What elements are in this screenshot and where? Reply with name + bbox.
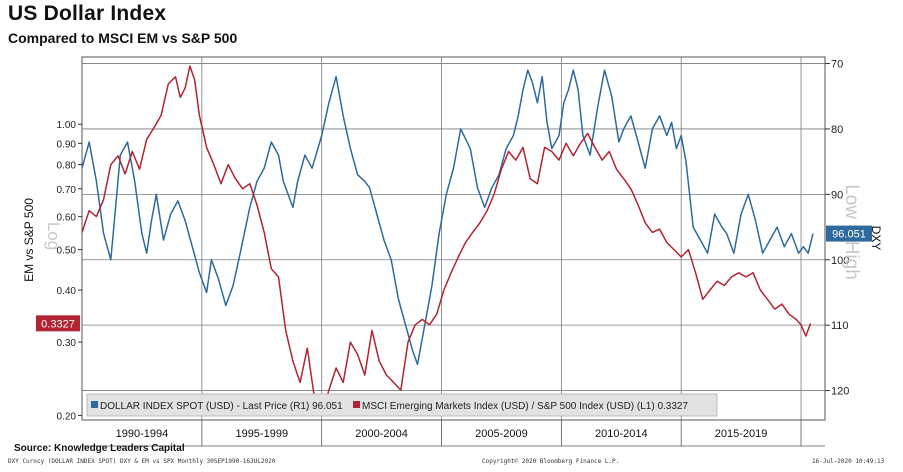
left-axis-label: EM vs S&P 500 [22,198,36,282]
legend-swatch-dxy [91,401,98,408]
right-axis-label: DXY [869,226,883,251]
x-tick-label: 2015-2019 [715,428,768,440]
right-tick-label: 120 [831,386,849,398]
legend-label-dxy: DOLLAR INDEX SPOT (USD) - Last Price (R1… [100,401,343,412]
right-tick-label: 70 [831,59,843,71]
x-tick-label: 1990-1994 [116,428,169,440]
chart-subtitle: Compared to MSCI EM vs S&P 500 [8,30,238,46]
left-tick-label: 0.80 [57,161,77,172]
x-tick-label: 2000-2004 [355,428,408,440]
left-tick-label: 0.60 [57,213,77,224]
legend: DOLLAR INDEX SPOT (USD) - Last Price (R1… [86,393,718,417]
left-tick-label: 0.90 [57,139,77,150]
x-tick-label: 1995-1999 [235,428,288,440]
left-tick-label: 0.40 [57,286,77,297]
left-tick-label: 1.00 [57,120,77,131]
left-axis-annotation: Log [44,222,63,250]
legend-label-em: MSCI Emerging Markets Index (USD) / S&P … [362,401,688,412]
footer-right: 16-Jul-2020 10:49:13 [812,458,885,465]
chart-title: US Dollar Index [8,2,167,25]
legend-swatch-em [353,401,360,408]
left-tick-label: 0.20 [57,411,77,422]
right-tick-label: 110 [831,320,849,332]
right-tick-label: 100 [831,255,849,267]
grid [81,56,826,421]
dxy-last-value-label: 96.051 [832,229,866,241]
left-tick-label: 0.30 [57,338,77,349]
x-tick-label: 2010-2014 [595,428,648,440]
axes: 70 80 90 100 110 120 1990-1994 1995-1999 2000-20… [22,59,883,447]
em-last-value-tag [36,315,80,332]
footer-center: Copyright© 2020 Bloomberg Finance L.P. [482,458,620,465]
source-note: Source: Knowledge Leaders Capital [14,443,185,454]
right-tick-label: 90 [831,189,843,201]
dxy-last-value-tag [826,225,872,242]
series-line-em-vs-spx [81,65,812,417]
footer-left: DXY Curncy (DOLLAR INDEX SPOT) DXY & EM … [8,458,276,465]
series-line-dxy [81,69,814,366]
em-last-value-label: 0.3327 [41,318,75,330]
x-tick-label: 2005-2009 [475,428,528,440]
left-tick-label: 0.50 [57,246,77,257]
left-tick-label: 0.70 [57,185,77,196]
legend-box [86,393,718,417]
right-tick-label: 80 [831,124,843,136]
series-layer [81,65,814,417]
plot-frame [81,56,826,421]
